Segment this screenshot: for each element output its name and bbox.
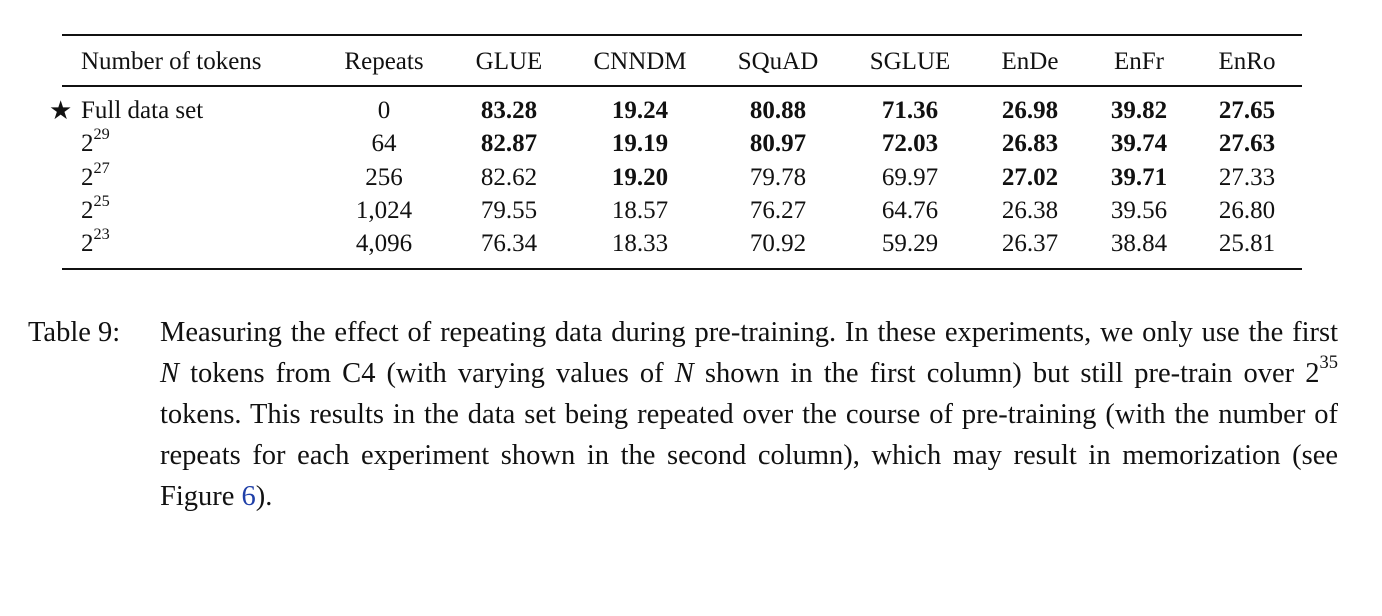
table-cell: 82.87: [480, 130, 538, 157]
header-cell: CNNDM: [593, 48, 687, 75]
caption-segment: Measuring the effect of repeating data d…: [160, 317, 1338, 348]
label-exponent: 27: [93, 158, 110, 177]
table-cell: 71.36: [881, 97, 939, 124]
caption-label: Table 9:: [28, 317, 121, 348]
table-cell: 39.82: [1110, 97, 1168, 124]
star-icon: ★: [49, 96, 73, 125]
table-cell: 27.65: [1218, 97, 1276, 124]
table-cell: 26.83: [1001, 130, 1059, 157]
table-cell: 38.84: [1110, 230, 1168, 257]
caption-superscript: 35: [1319, 352, 1338, 374]
row-label: 229: [81, 126, 110, 159]
table-cell: 26.38: [1001, 197, 1059, 224]
label-base: 2: [81, 230, 94, 257]
row-label: 223: [81, 226, 110, 259]
table-cell: 79.78: [749, 164, 807, 191]
header-cell: Number of tokens: [81, 48, 262, 75]
table-cell: 26.37: [1001, 230, 1059, 257]
table-cell: 26.80: [1218, 197, 1276, 224]
table-cell: 64: [371, 130, 397, 157]
table-cell: 19.19: [611, 130, 669, 157]
table-cell: 25.81: [1218, 230, 1276, 257]
header-cell: EnRo: [1218, 48, 1276, 75]
header-cell: GLUE: [475, 48, 543, 75]
header-cell: Repeats: [344, 48, 424, 75]
table-cell: 19.20: [611, 164, 669, 191]
table-cell: 70.92: [749, 230, 807, 257]
label-base: 2: [81, 197, 94, 224]
table-cell: 0: [377, 97, 391, 124]
table-cell: 69.97: [881, 164, 939, 191]
label-exponent: 29: [93, 124, 110, 143]
caption-segment: shown in the first column) but still pre…: [693, 358, 1320, 389]
table-cell: 59.29: [881, 230, 939, 257]
caption-segment: tokens. This results in the data set bei…: [160, 399, 1338, 512]
row-label: 225: [81, 193, 110, 226]
label-base: 2: [81, 164, 94, 191]
label-text: Full data set: [81, 97, 204, 124]
table-cell: 39.71: [1110, 164, 1168, 191]
table-cell: 4,096: [355, 230, 413, 257]
table-cell: 256: [365, 164, 403, 191]
caption-math: N: [674, 358, 694, 389]
table-cell: 79.55: [480, 197, 538, 224]
table-cell: 76.34: [480, 230, 538, 257]
mid-rule: [62, 85, 1302, 87]
bottom-rule: [62, 268, 1302, 270]
label-exponent: 23: [93, 224, 110, 243]
table-cell: 83.28: [480, 97, 538, 124]
table-cell: 76.27: [749, 197, 807, 224]
top-rule: [62, 34, 1302, 36]
table-cell: 27.33: [1218, 164, 1276, 191]
row-label: 227: [81, 160, 110, 193]
table-cell: 80.97: [749, 130, 807, 157]
label-exponent: 25: [93, 191, 110, 210]
table-cell: 1,024: [355, 197, 413, 224]
header-cell: SQuAD: [737, 48, 819, 75]
table-cell: 18.33: [611, 230, 669, 257]
table-cell: 18.57: [611, 197, 669, 224]
row-label: ★ Full data set: [49, 96, 204, 126]
header-cell: EnFr: [1114, 48, 1164, 75]
table-cell: 64.76: [881, 197, 939, 224]
table-cell: 39.74: [1110, 130, 1168, 157]
header-cell: SGLUE: [869, 48, 951, 75]
figure-link[interactable]: 6: [241, 481, 256, 512]
table-cell: 80.88: [749, 97, 807, 124]
table-cell: 19.24: [611, 97, 669, 124]
table-cell: 27.02: [1001, 164, 1059, 191]
table-cell: 82.62: [480, 164, 538, 191]
caption-math: N: [160, 358, 180, 389]
caption-segment: tokens from C4 (with varying values of: [179, 358, 675, 389]
caption-text: Measuring the effect of repeating data d…: [160, 312, 1338, 517]
header-cell: EnDe: [1001, 48, 1059, 75]
table-cell: 26.98: [1001, 97, 1059, 124]
table-cell: 39.56: [1110, 197, 1168, 224]
label-base: 2: [81, 130, 94, 157]
table-cell: 27.63: [1218, 130, 1276, 157]
table-cell: 72.03: [881, 130, 939, 157]
caption-segment: ).: [255, 481, 273, 512]
